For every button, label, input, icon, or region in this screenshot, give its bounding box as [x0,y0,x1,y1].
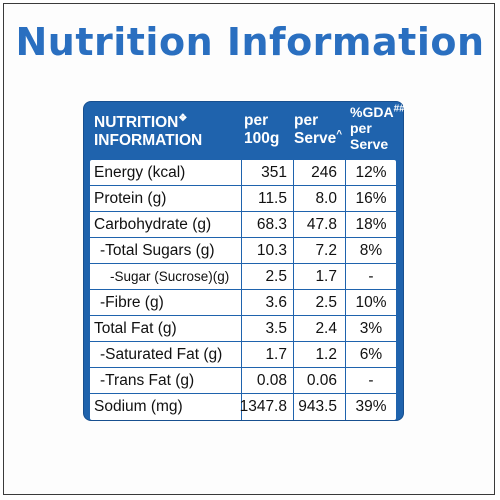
header-name-line2: INFORMATION [94,132,203,149]
nutrition-panel: NUTRITION❖ INFORMATION per 100g per Serv… [84,102,405,420]
row-per-serve: 47.8 [294,212,346,237]
header-per100-line1: per [244,112,269,129]
row-label: -Fibre (g) [90,290,242,315]
row-gda: 12% [355,163,387,181]
row-label: -Saturated Fat (g) [90,342,242,367]
row-label: -Total Sugars (g) [90,238,242,263]
row-per-serve: 1.7 [294,264,346,289]
row-per-100g: 351 [242,160,294,185]
row-per-100g: 0.08 [242,368,294,393]
row-label: -Sugar (Sucrose)(g) [90,264,242,289]
header-gda-mark: ## [393,103,405,115]
row-gda: - [368,267,374,285]
row-per-100g: 1.7 [242,342,294,367]
row-per-serve: 7.2 [294,238,346,263]
header-per-100g: per 100g [244,112,279,148]
page-title: Nutrition Information [15,20,485,64]
table-header: NUTRITION❖ INFORMATION per 100g per Serv… [84,102,405,160]
table-row-fibre: -Fibre (g) 3.6 2.5 10% [90,290,396,316]
table-row-protein: Protein (g) 11.5 8.0 16% [90,186,396,212]
row-per-serve: 8.0 [294,186,346,211]
row-per-100g: 1347.8 [240,394,294,420]
row-per-100g: 68.3 [242,212,294,237]
header-name-line1: NUTRITION [94,114,179,131]
row-label: Protein (g) [90,186,242,211]
header-per-serve: per Serve^ [294,112,342,148]
header-gda-line1: %GDA [350,104,394,120]
row-per-serve: 246 [294,160,346,185]
row-label: -Trans Fat (g) [90,368,242,393]
row-per-100g: 2.5 [242,264,294,289]
row-gda: 6% [359,345,383,363]
row-per-serve: 2.5 [294,290,346,315]
table-row-saturated-fat: -Saturated Fat (g) 1.7 1.2 6% [90,342,396,368]
nutrition-table: Energy (kcal) 351 246 12% Protein (g) 11… [90,160,396,420]
table-row-trans-fat: -Trans Fat (g) 0.08 0.06 - [90,368,396,394]
row-label: Energy (kcal) [90,160,242,185]
row-per-serve: 0.06 [294,368,346,393]
row-label: Total Fat (g) [90,316,242,341]
table-row-carbohydrate: Carbohydrate (g) 68.3 47.8 18% [90,212,396,238]
header-name-mark: ❖ [178,112,188,124]
row-per-100g: 10.3 [242,238,294,263]
row-gda: 3% [359,319,383,337]
table-row-sodium: Sodium (mg) 1347.8 943.5 39% [90,394,396,420]
header-gda-per-serve: %GDA## per Serve [350,104,405,152]
header-gda-line3: Serve [350,136,389,152]
header-per100-line2: 100g [244,130,280,147]
table-row-total-fat: Total Fat (g) 3.5 2.4 3% [90,316,396,342]
row-label: Sodium (mg) [90,394,242,420]
header-serve-line2: Serve [294,130,337,147]
row-gda: - [368,371,374,389]
row-per-100g: 3.6 [242,290,294,315]
row-per-100g: 3.5 [242,316,294,341]
row-gda: 10% [355,293,387,311]
row-per-serve: 943.5 [294,394,346,420]
row-gda: 8% [359,241,383,259]
header-serve-line1: per [294,112,319,129]
table-row-total-sugars: -Total Sugars (g) 10.3 7.2 8% [90,238,396,264]
row-per-serve: 1.2 [294,342,346,367]
table-row-energy: Energy (kcal) 351 246 12% [90,160,396,186]
row-label: Carbohydrate (g) [90,212,242,237]
row-per-serve: 2.4 [294,316,346,341]
row-gda: 18% [355,215,387,233]
row-per-100g: 11.5 [242,186,294,211]
header-nutrition-information: NUTRITION❖ INFORMATION [94,112,203,150]
table-row-sugar-sucrose: -Sugar (Sucrose)(g) 2.5 1.7 - [90,264,396,290]
row-gda: 39% [355,398,387,415]
header-gda-line2: per [350,120,372,136]
row-gda: 16% [355,189,387,207]
header-serve-mark: ^ [336,128,343,140]
